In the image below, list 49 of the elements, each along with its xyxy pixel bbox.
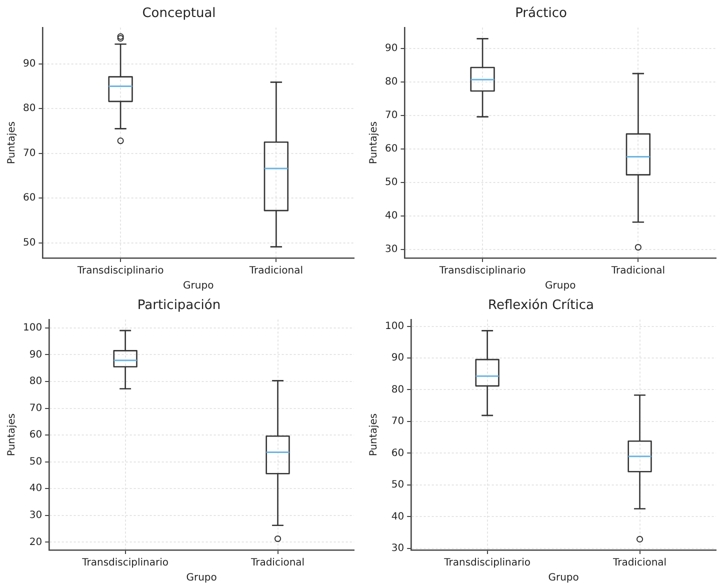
x-tick-label: Tradicional: [610, 266, 666, 277]
y-tick-label: 70: [384, 110, 398, 122]
chart-title: Conceptual: [142, 6, 216, 22]
y-tick-label: 80: [29, 376, 42, 388]
y-tick-label: 90: [22, 58, 36, 70]
y-tick-label: 40: [29, 483, 42, 494]
y-tick-label: 90: [29, 349, 42, 360]
y-tick-label: 60: [22, 192, 36, 204]
x-tick-label: Transdisciplinario: [81, 558, 169, 569]
y-tick-label: 30: [29, 510, 42, 522]
y-tick-label: 30: [384, 244, 398, 256]
y-tick-label: 100: [22, 322, 42, 334]
y-tick-label: 50: [29, 456, 42, 468]
y-tick-label: 70: [391, 416, 404, 428]
y-tick-label: 80: [384, 76, 398, 88]
x-tick-label: Transdisciplinario: [443, 558, 531, 569]
y-axis-title: Puntajes: [6, 121, 18, 164]
x-tick-label: Transdisciplinario: [76, 266, 164, 277]
y-tick-label: 100: [384, 320, 404, 332]
y-tick-label: 70: [29, 402, 42, 414]
y-tick-label: 80: [22, 103, 36, 114]
y-axis-title: Puntajes: [368, 121, 380, 164]
chart-title: Reflexión Crítica: [488, 298, 594, 314]
y-tick-label: 60: [29, 430, 42, 441]
x-axis-title: Grupo: [183, 280, 214, 292]
y-tick-label: 70: [22, 148, 36, 159]
y-tick-label: 20: [29, 536, 42, 548]
y-tick-label: 50: [391, 480, 404, 491]
x-axis-title: Grupo: [186, 572, 217, 584]
chart-title: Práctico: [515, 6, 567, 22]
y-tick-label: 40: [384, 210, 398, 222]
x-tick-label: Tradicional: [612, 558, 667, 569]
y-tick-label: 80: [391, 384, 404, 396]
y-tick-label: 60: [384, 144, 398, 155]
x-axis-title: Grupo: [545, 280, 576, 292]
y-axis-title: Puntajes: [368, 413, 380, 456]
y-tick-label: 90: [391, 352, 404, 364]
chart-title: Participación: [137, 298, 221, 314]
y-tick-label: 90: [384, 42, 398, 54]
y-tick-label: 60: [391, 448, 404, 459]
y-tick-label: 50: [22, 237, 36, 248]
y-tick-label: 30: [391, 543, 404, 554]
x-tick-label: Tradicional: [250, 558, 305, 569]
x-tick-label: Tradicional: [248, 266, 304, 277]
x-axis-title: Grupo: [548, 572, 579, 584]
y-tick-label: 50: [384, 177, 398, 188]
y-axis-title: Puntajes: [6, 413, 18, 456]
y-tick-label: 40: [391, 511, 404, 522]
x-tick-label: Transdisciplinario: [438, 266, 526, 277]
